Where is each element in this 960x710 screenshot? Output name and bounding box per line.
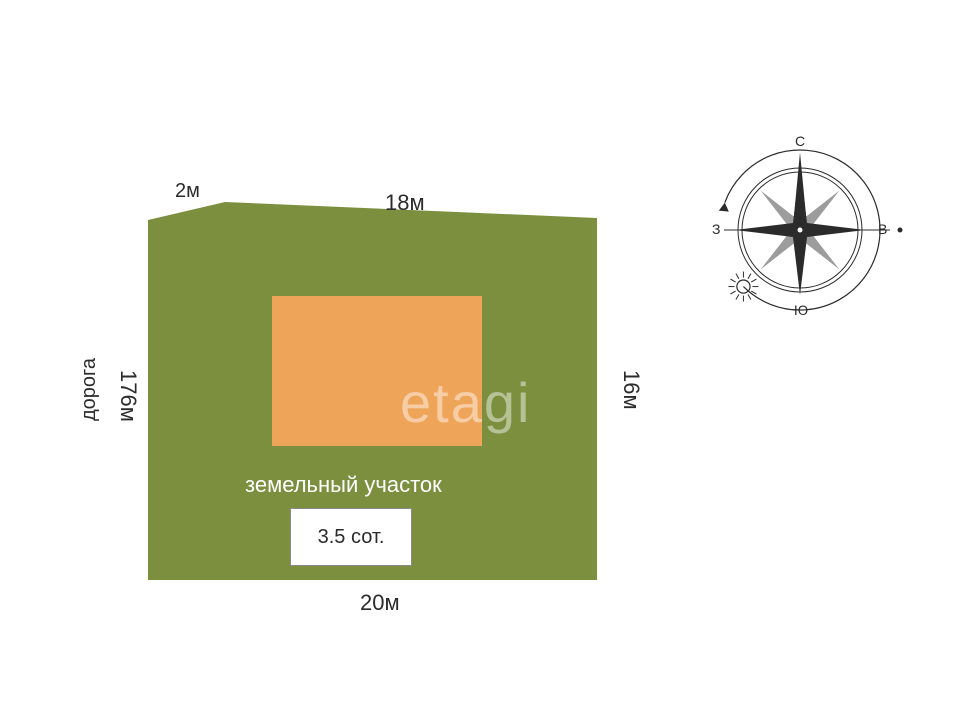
plot-svg: [0, 0, 960, 710]
building-rect: [272, 296, 482, 446]
dim-top-left: 2м: [175, 180, 200, 203]
compass-label-s: Ю: [794, 302, 808, 318]
area-box: 3.5 сот.: [290, 508, 412, 566]
compass-label-e: В: [878, 221, 887, 237]
compass: С Ю В З: [690, 120, 910, 345]
diagram-canvas: 2м 18м 20м 176м 16м дорога земельный уча…: [0, 0, 960, 710]
dim-right: 16м: [618, 370, 644, 410]
road-label: дорога: [78, 358, 101, 421]
dim-top-right: 18м: [385, 190, 425, 216]
compass-label-w: З: [712, 221, 720, 237]
area-value: 3.5 сот.: [318, 526, 385, 549]
dim-left: 176м: [115, 370, 141, 422]
plot-title: земельный участок: [245, 472, 442, 498]
compass-label-n: С: [795, 133, 805, 149]
compass-group: [719, 150, 903, 310]
dim-bottom: 20м: [360, 590, 400, 616]
